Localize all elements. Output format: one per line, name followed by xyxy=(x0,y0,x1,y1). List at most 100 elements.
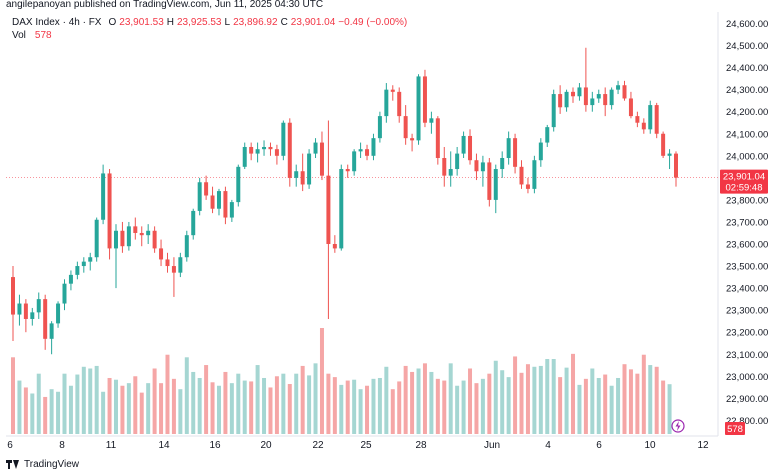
candle-body[interactable] xyxy=(165,259,170,267)
candle-body[interactable] xyxy=(242,146,247,167)
candle-body[interactable] xyxy=(229,202,234,218)
candle-body[interactable] xyxy=(126,226,131,247)
candle-body[interactable] xyxy=(152,230,157,249)
candle-body[interactable] xyxy=(422,76,427,123)
candle-body[interactable] xyxy=(622,85,627,99)
candle-body[interactable] xyxy=(249,146,254,154)
candle-body[interactable] xyxy=(210,195,215,209)
candle-body[interactable] xyxy=(120,230,125,247)
candle-body[interactable] xyxy=(468,135,473,161)
candle-body[interactable] xyxy=(319,142,324,176)
candle-body[interactable] xyxy=(661,133,666,156)
candle-body[interactable] xyxy=(184,235,189,258)
candle-body[interactable] xyxy=(139,232,144,236)
candle-body[interactable] xyxy=(313,142,318,154)
candle-body[interactable] xyxy=(274,149,279,156)
candle-body[interactable] xyxy=(62,283,67,304)
candle-body[interactable] xyxy=(390,89,395,92)
candle-body[interactable] xyxy=(519,166,524,185)
volume-label[interactable]: Vol xyxy=(12,30,26,41)
candle-body[interactable] xyxy=(30,312,35,319)
candle-body[interactable] xyxy=(81,261,86,267)
candle-body[interactable] xyxy=(635,116,640,123)
candle-body[interactable] xyxy=(68,274,73,284)
candle-body[interactable] xyxy=(480,162,485,172)
candle-body[interactable] xyxy=(583,87,588,106)
candle-body[interactable] xyxy=(255,149,260,154)
candle-body[interactable] xyxy=(493,169,498,200)
candle-body[interactable] xyxy=(564,91,569,108)
candle-body[interactable] xyxy=(435,118,440,159)
candle-body[interactable] xyxy=(36,299,41,313)
candle-body[interactable] xyxy=(616,85,621,90)
candle-body[interactable] xyxy=(75,266,80,275)
candle-body[interactable] xyxy=(345,169,350,172)
candle-body[interactable] xyxy=(577,87,582,97)
candle-body[interactable] xyxy=(487,162,492,200)
candle-body[interactable] xyxy=(455,153,460,170)
candle-body[interactable] xyxy=(506,138,511,159)
candle-body[interactable] xyxy=(416,76,421,141)
candle-body[interactable] xyxy=(204,182,209,196)
candle-body[interactable] xyxy=(307,153,312,185)
candle-body[interactable] xyxy=(56,303,61,324)
candle-body[interactable] xyxy=(178,257,183,273)
candle-body[interactable] xyxy=(107,173,112,249)
candle-body[interactable] xyxy=(628,98,633,117)
candle-body[interactable] xyxy=(94,219,99,258)
candle-body[interactable] xyxy=(300,171,305,185)
candle-body[interactable] xyxy=(23,303,28,319)
candle-body[interactable] xyxy=(609,89,614,106)
candle-body[interactable] xyxy=(667,153,672,156)
candle-body[interactable] xyxy=(551,94,556,128)
candle-body[interactable] xyxy=(326,175,331,244)
candle-body[interactable] xyxy=(397,91,402,117)
price-chart[interactable]: 24,600.00 24,500.00 24,400.00 24,300.00 24,2… xyxy=(0,0,780,458)
candle-body[interactable] xyxy=(596,94,601,99)
candle-body[interactable] xyxy=(43,299,48,339)
candle-body[interactable] xyxy=(358,149,363,152)
candle-body[interactable] xyxy=(474,160,479,172)
candle-body[interactable] xyxy=(339,169,344,249)
candle-body[interactable] xyxy=(332,244,337,249)
candle-body[interactable] xyxy=(236,166,241,203)
candle-body[interactable] xyxy=(410,138,415,141)
candle-body[interactable] xyxy=(513,138,518,167)
candle-body[interactable] xyxy=(88,257,93,262)
candle-body[interactable] xyxy=(500,158,505,170)
candle-body[interactable] xyxy=(648,105,653,130)
candle-body[interactable] xyxy=(429,118,434,123)
candle-body[interactable] xyxy=(281,122,286,156)
candle-body[interactable] xyxy=(532,160,537,189)
candle-body[interactable] xyxy=(371,138,376,156)
candle-body[interactable] xyxy=(403,116,408,139)
candle-body[interactable] xyxy=(641,122,646,130)
candle-body[interactable] xyxy=(191,210,196,236)
candle-body[interactable] xyxy=(171,266,176,273)
candle-body[interactable] xyxy=(262,146,267,150)
candle-body[interactable] xyxy=(654,105,659,134)
candle-body[interactable] xyxy=(159,248,164,260)
symbol-label[interactable]: DAX Index · 4h · FX xyxy=(12,17,102,28)
candle-body[interactable] xyxy=(146,230,151,236)
candle-body[interactable] xyxy=(49,323,54,339)
candle-body[interactable] xyxy=(384,89,389,117)
candle-body[interactable] xyxy=(197,182,202,211)
candle-body[interactable] xyxy=(442,158,447,176)
candle-body[interactable] xyxy=(223,191,228,218)
candle-body[interactable] xyxy=(538,142,543,161)
candle-body[interactable] xyxy=(558,94,563,108)
candle-body[interactable] xyxy=(101,173,106,220)
candle-body[interactable] xyxy=(448,169,453,176)
candle-body[interactable] xyxy=(17,303,22,315)
candle-body[interactable] xyxy=(294,171,299,178)
candle-body[interactable] xyxy=(133,226,138,233)
candle-body[interactable] xyxy=(571,91,576,97)
candle-body[interactable] xyxy=(461,135,466,154)
candle-body[interactable] xyxy=(352,151,357,172)
candle-body[interactable] xyxy=(11,277,15,315)
candle-body[interactable] xyxy=(674,153,678,178)
candle-body[interactable] xyxy=(603,94,608,106)
candle-body[interactable] xyxy=(216,191,221,209)
candle-body[interactable] xyxy=(377,116,382,139)
